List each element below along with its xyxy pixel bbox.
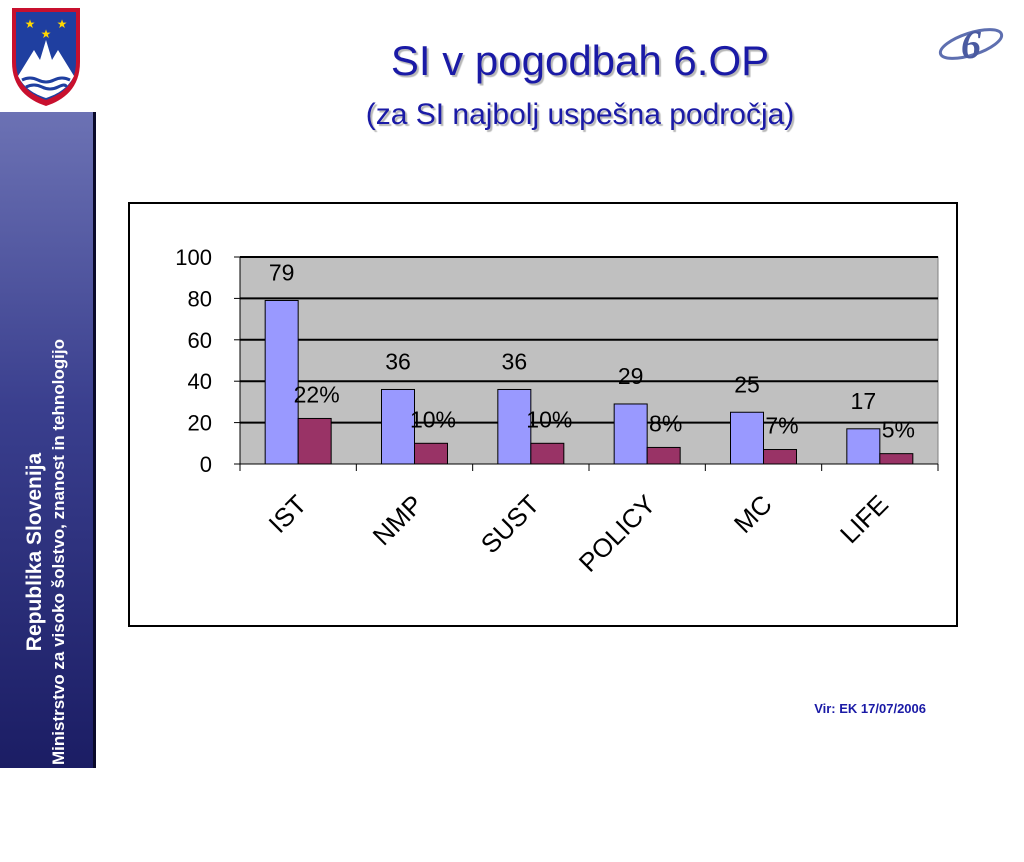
- x-tick-label: IST: [263, 489, 313, 539]
- bar-ist-series-1: [264, 299, 299, 465]
- bar-life-series-1: [846, 428, 881, 465]
- sidebar: Republika Slovenija Ministrstvo za visok…: [0, 112, 96, 768]
- bar-mc-series-2: [763, 449, 797, 465]
- svg-text:★: ★: [41, 27, 52, 41]
- data-label: 36: [385, 348, 411, 374]
- page-title: SI v pogodbah 6.OP: [390, 37, 770, 84]
- bar-nmp-series-1: [381, 388, 415, 465]
- data-label: 36: [502, 348, 528, 374]
- x-tick-label: LIFE: [834, 489, 894, 549]
- bar-nmp-series-2: [414, 442, 448, 465]
- data-label: 5%: [882, 417, 915, 443]
- plot-area: [239, 256, 939, 465]
- x-tick-label: NMP: [367, 489, 429, 551]
- data-label: 8%: [649, 410, 682, 436]
- svg-text:★: ★: [57, 17, 68, 31]
- x-tick-label: POLICY: [573, 489, 662, 578]
- sidebar-text: Republika Slovenija Ministrstvo za visok…: [22, 242, 70, 862]
- sidebar-title: Republika Slovenija: [23, 452, 46, 652]
- fp6-logo-icon: 6: [938, 22, 1004, 64]
- bar-ist-series-2: [297, 417, 332, 465]
- y-tick-label: 60: [188, 328, 212, 353]
- data-label: 10%: [410, 406, 456, 432]
- x-tick-label: SUST: [475, 489, 545, 559]
- source-note: Vir: EK 17/07/2006: [814, 701, 926, 716]
- y-tick-label: 80: [188, 286, 212, 311]
- bar-chart: 0 20 40 60 80 100 79 22% IST 36 10% NMP 36 10% SUST 298…: [175, 245, 939, 578]
- data-label: 25: [734, 371, 760, 397]
- y-tick-label: 40: [188, 369, 212, 394]
- slovenia-coat-of-arms-icon: ★ ★ ★: [12, 8, 80, 106]
- x-tick-label: MC: [728, 489, 778, 539]
- data-label: 10%: [526, 406, 572, 432]
- data-label: 29: [618, 363, 644, 389]
- bar-policy-series-1: [613, 403, 648, 465]
- svg-text:★: ★: [25, 17, 36, 31]
- bar-life-series-2: [879, 453, 914, 465]
- data-label: 22%: [294, 381, 340, 407]
- bar-sust-series-1: [497, 388, 532, 465]
- bar-policy-series-2: [646, 446, 681, 465]
- sidebar-subtitle: Ministrstvo za visoko šolstvo, znanost i…: [49, 339, 68, 765]
- y-tick-label: 20: [188, 411, 212, 436]
- bar-mc-series-1: [730, 411, 764, 465]
- svg-text:6: 6: [961, 22, 981, 64]
- data-label: 17: [851, 388, 877, 414]
- data-label: 7%: [765, 413, 798, 439]
- y-tick-label: 0: [200, 452, 212, 477]
- data-label: 79: [269, 259, 295, 285]
- page-subtitle: (za SI najbolj uspešna področja): [365, 98, 795, 131]
- y-tick-label: 100: [175, 245, 212, 270]
- bar-sust-series-2: [530, 442, 565, 465]
